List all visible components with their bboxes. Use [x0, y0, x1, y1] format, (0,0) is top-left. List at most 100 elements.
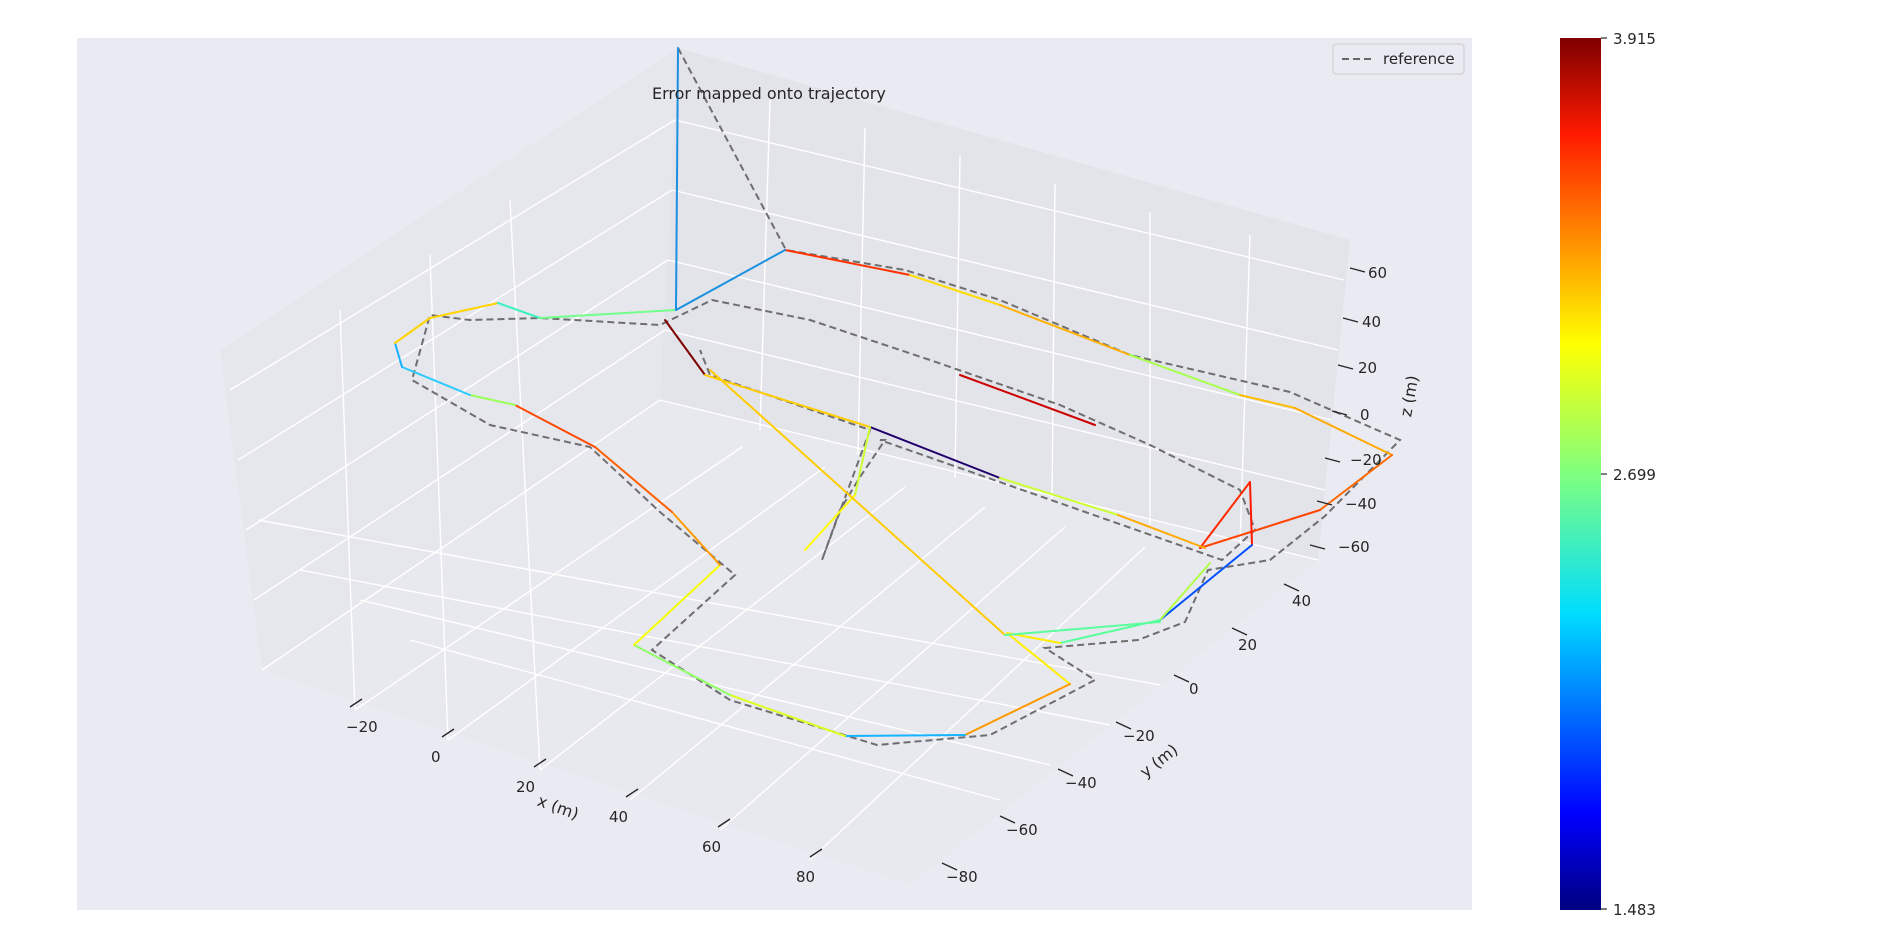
- trajectory-segment: [594, 446, 673, 513]
- grid-line: [809, 546, 1146, 861]
- grid-line: [954, 155, 961, 479]
- grid-line: [629, 506, 986, 801]
- trajectory-segment: [539, 309, 677, 319]
- grid-line: [245, 259, 669, 531]
- grid-line: [1051, 183, 1056, 503]
- grid-line: [257, 519, 1161, 686]
- trajectory-segment: [1199, 481, 1251, 549]
- trajectory-segment: [401, 366, 471, 396]
- y-tick: [1057, 768, 1074, 777]
- grid-line: [664, 329, 1326, 491]
- colorbar-gradient: [1560, 38, 1601, 910]
- y-tick-label: 20: [1238, 636, 1257, 654]
- left-pane: [220, 48, 678, 670]
- z-tick-marks: [1309, 267, 1366, 550]
- grid-line: [674, 119, 1345, 281]
- x-tick-label: 0: [431, 748, 441, 766]
- trajectory-segment: [675, 47, 679, 311]
- z-tick-label: −60: [1338, 538, 1370, 556]
- x-tick: [625, 788, 639, 798]
- legend-box: [1332, 43, 1465, 75]
- grid-line: [339, 309, 356, 711]
- grid-line: [253, 329, 666, 601]
- x-tick-label: 80: [796, 868, 815, 886]
- grid-line: [299, 569, 1111, 726]
- y-tick: [1173, 674, 1190, 683]
- grid-line: [409, 639, 1001, 801]
- grid-line: [237, 189, 673, 461]
- z-tick: [1309, 544, 1326, 550]
- y-tick: [1231, 627, 1248, 636]
- colorbar-min-label: 1.483: [1613, 901, 1656, 919]
- x-tick: [441, 728, 455, 738]
- trajectory-segment: [1117, 514, 1206, 549]
- trajectory-segment: [1249, 481, 1253, 546]
- grid-line: [671, 189, 1339, 351]
- trajectory-segment: [671, 511, 721, 566]
- grid-line: [429, 254, 449, 741]
- grid-line: [857, 127, 866, 456]
- legend-entry-reference: reference: [1383, 50, 1455, 68]
- z-tick-label: 0: [1360, 406, 1370, 424]
- trajectory-segment: [784, 249, 911, 276]
- y-tick: [941, 862, 958, 871]
- trajectory-segment: [1004, 621, 1161, 636]
- grid-line: [229, 119, 676, 391]
- trajectory-segment: [1006, 632, 1071, 685]
- trajectory-segment: [633, 564, 721, 646]
- z-tick: [1349, 267, 1366, 273]
- y-tick-label: 40: [1292, 592, 1311, 610]
- z-tick: [1331, 410, 1348, 416]
- trajectory-segment: [429, 302, 499, 319]
- reference-line: [410, 47, 1402, 747]
- trajectory-segment: [514, 404, 596, 448]
- y-axis: −80 −60 −40 −20 0 20 40 y (m): [941, 583, 1311, 886]
- z-tick: [1324, 457, 1341, 463]
- trajectory-segment: [664, 319, 706, 376]
- grid-line: [354, 446, 743, 711]
- trajectory-segment: [869, 426, 1001, 479]
- grid-line: [719, 526, 1066, 831]
- trajectory-segment: [999, 477, 1119, 516]
- x-tick: [809, 848, 823, 858]
- trajectory-segment: [675, 249, 786, 311]
- z-tick-label: −40: [1345, 495, 1377, 513]
- y-tick-label: −60: [1006, 821, 1038, 839]
- floor-pane: [262, 400, 1318, 885]
- trajectory-segment: [729, 694, 846, 737]
- x-tick-marks: [349, 698, 823, 858]
- z-tick: [1316, 500, 1333, 506]
- trajectory-segment: [844, 734, 966, 737]
- trajectory-segment: [1159, 562, 1211, 621]
- z-tick-label: −20: [1350, 451, 1382, 469]
- trajectory-segment: [999, 304, 1131, 356]
- trajectory-segment: [1159, 544, 1253, 621]
- x-tick-label: 20: [516, 778, 535, 796]
- trajectory-segment: [804, 494, 856, 551]
- grid-line: [261, 399, 661, 671]
- grid-line: [759, 99, 771, 431]
- x-tick: [349, 698, 363, 708]
- x-tick: [533, 758, 547, 768]
- z-tick: [1337, 364, 1354, 370]
- trajectory-segment: [1319, 454, 1393, 511]
- z-tick-label: 40: [1362, 313, 1381, 331]
- y-tick: [1283, 583, 1300, 592]
- trajectory-segment: [909, 274, 1001, 306]
- z-tick: [1342, 317, 1359, 323]
- trajectory-segment: [1199, 509, 1321, 549]
- trajectory-segment: [394, 317, 431, 344]
- x-tick-label: −20: [346, 718, 378, 736]
- grid-line: [509, 199, 541, 771]
- trajectory-segment: [959, 374, 1096, 426]
- reference-trajectory: [410, 47, 1402, 747]
- y-tick-label: −20: [1123, 727, 1155, 745]
- x-tick: [717, 818, 731, 828]
- y-tick: [999, 815, 1016, 824]
- grid-line: [539, 486, 906, 771]
- trajectory-segment: [854, 426, 871, 496]
- trajectory-segment: [394, 342, 403, 368]
- grid-lines: [229, 99, 1345, 861]
- trajectory-segment: [1294, 407, 1393, 456]
